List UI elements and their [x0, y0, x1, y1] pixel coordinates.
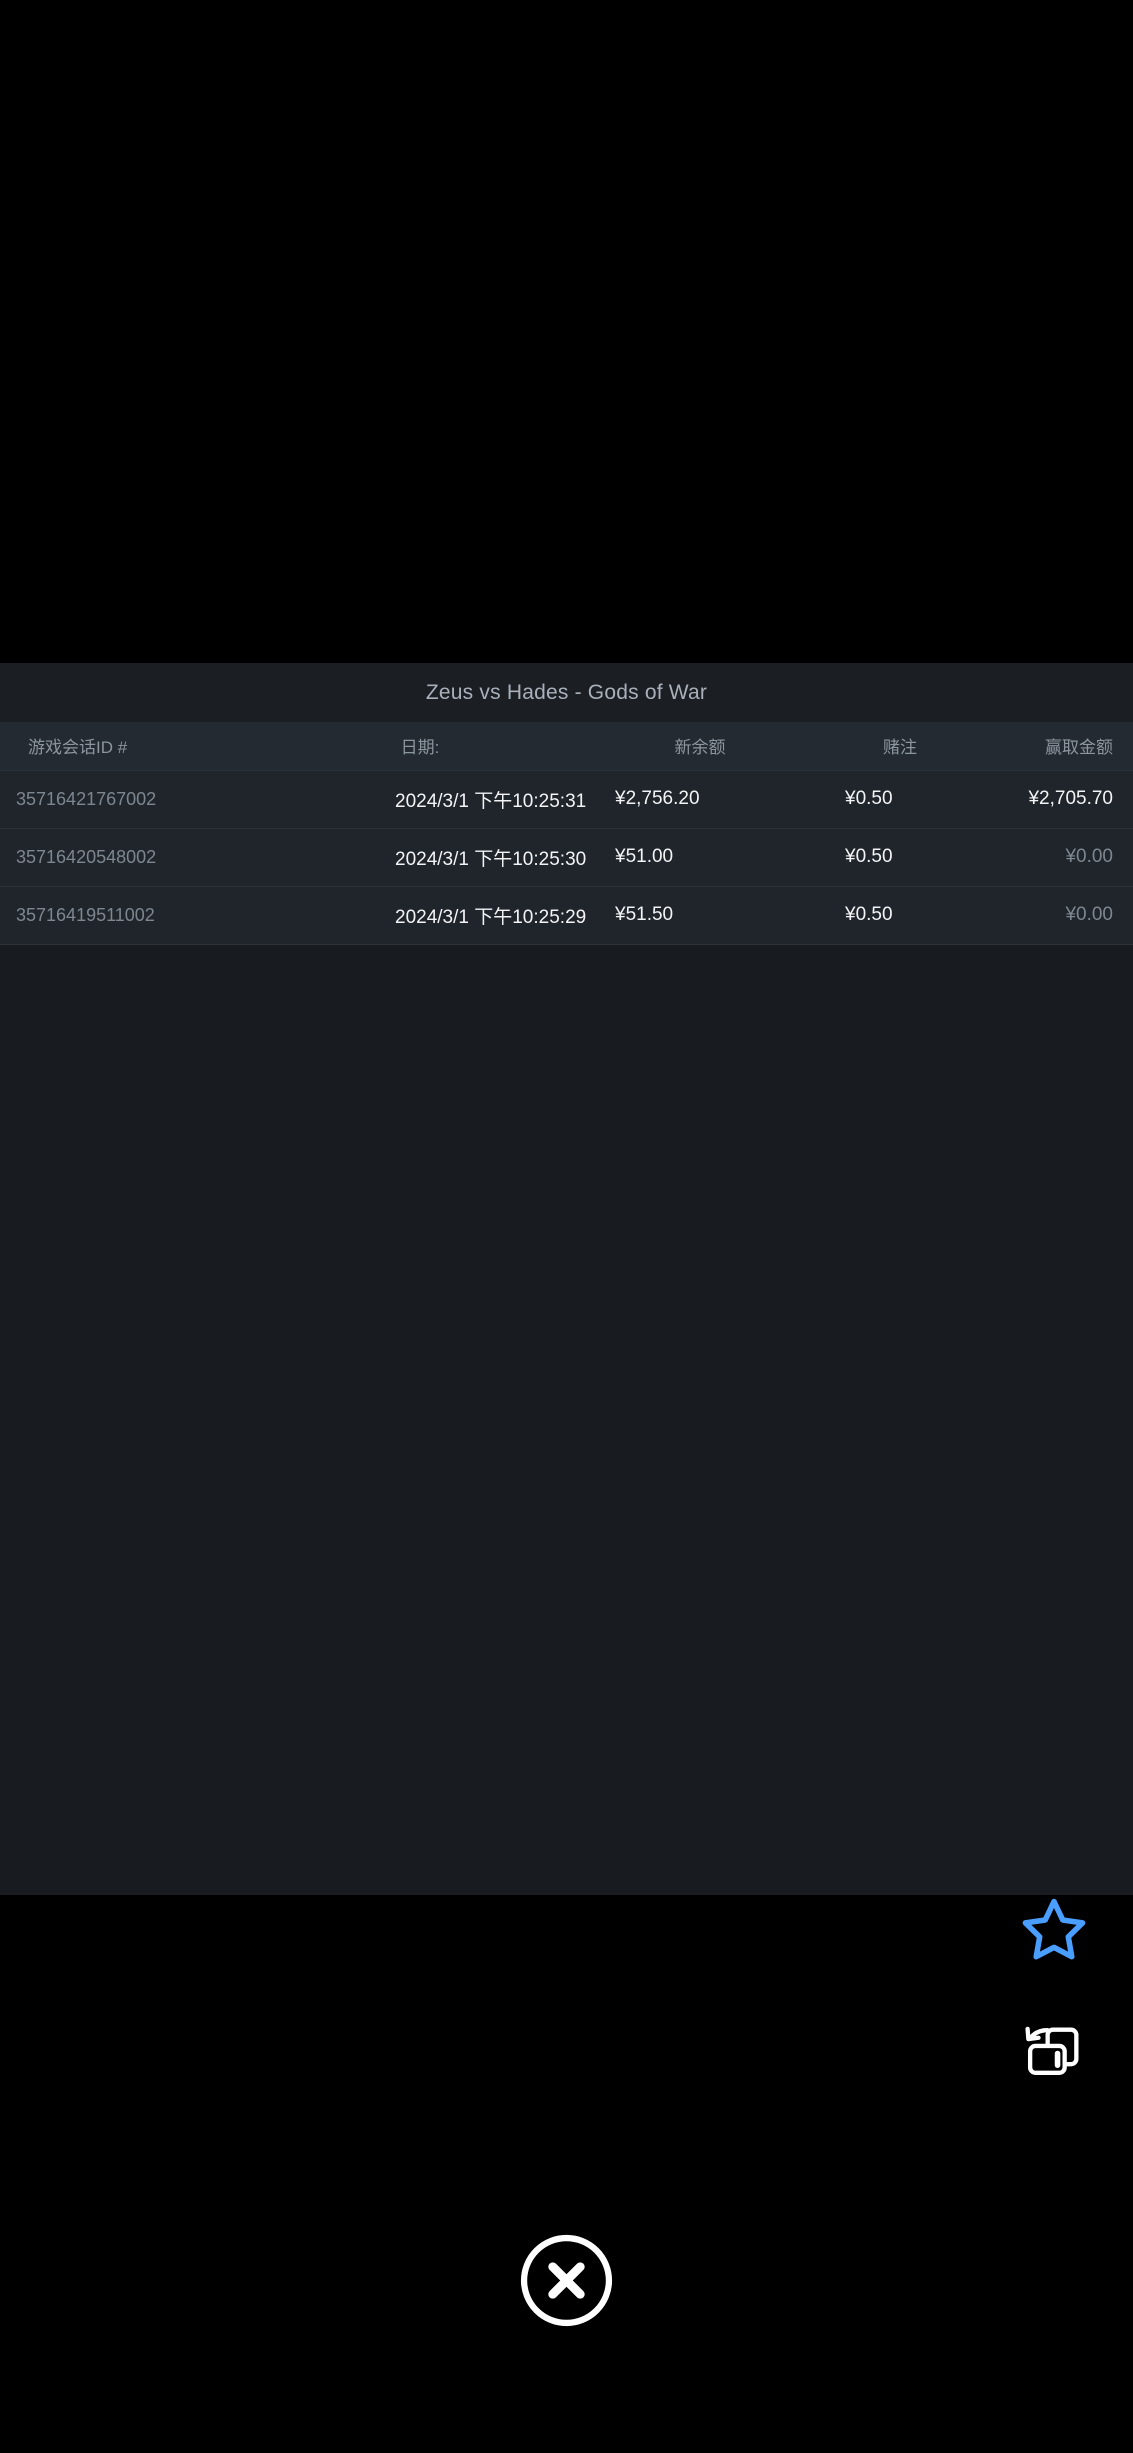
- cell-date: 2024/3/1 下午10:25:30: [260, 828, 586, 886]
- cell-session-id: 35716421767002: [16, 788, 157, 809]
- cell-balance: ¥2,756.20: [580, 770, 820, 828]
- cell-bet-text: ¥0.50: [845, 846, 893, 867]
- cell-win: ¥0.00: [1065, 846, 1113, 867]
- cell-bet-text: ¥0.50: [845, 788, 893, 809]
- table-header-row: 游戏会话ID # 日期: 新余额 赌注 赢取金额: [0, 722, 1133, 770]
- cell-balance-text: ¥51.00: [615, 846, 674, 867]
- star-icon: [1022, 1898, 1086, 1960]
- cell-balance: ¥51.50: [580, 886, 820, 944]
- close-button[interactable]: [487, 2200, 647, 2360]
- game-history-table: 游戏会话ID # 日期: 新余额 赌注 赢取金额 35716421767002 …: [0, 722, 1133, 945]
- panel-titlebar: Zeus vs Hades - Gods of War: [0, 663, 1133, 722]
- column-header-date[interactable]: 日期:: [400, 738, 440, 758]
- game-viewport-area: [0, 0, 1133, 663]
- rotate-screen-button[interactable]: [995, 1993, 1113, 2111]
- table-body: 35716421767002 2024/3/1 下午10:25:31 ¥2,75…: [0, 770, 1133, 944]
- favorite-button[interactable]: [995, 1870, 1113, 1988]
- cell-balance-text: ¥2,756.20: [615, 788, 700, 809]
- table-row[interactable]: 35716419511002 2024/3/1 下午10:25:29 ¥51.5…: [0, 886, 1133, 944]
- cell-session-id: 35716419511002: [16, 904, 155, 925]
- column-header-session-id[interactable]: 游戏会话ID #: [28, 738, 128, 758]
- bottom-toolbar-area: [0, 1895, 1133, 2453]
- cell-balance: ¥51.00: [580, 828, 820, 886]
- cell-session-id: 35716420548002: [16, 846, 157, 867]
- cell-date: 2024/3/1 下午10:25:31: [260, 770, 586, 828]
- cell-win: ¥0.00: [1065, 904, 1113, 925]
- close-circle-icon: [520, 2234, 613, 2326]
- cell-bet: ¥0.50: [820, 770, 980, 828]
- column-header-balance[interactable]: 新余额: [674, 738, 726, 758]
- cell-balance-text: ¥51.50: [615, 904, 674, 925]
- cell-date-text: 2024/3/1 下午10:25:30: [395, 848, 587, 870]
- screen-rotate-icon: [1025, 2026, 1079, 2075]
- cell-bet-text: ¥0.50: [845, 904, 893, 925]
- cell-date: 2024/3/1 下午10:25:29: [260, 886, 586, 944]
- table-row[interactable]: 35716420548002 2024/3/1 下午10:25:30 ¥51.0…: [0, 828, 1133, 886]
- cell-bet: ¥0.50: [820, 886, 980, 944]
- cell-bet: ¥0.50: [820, 828, 980, 886]
- cell-win: ¥2,705.70: [1028, 788, 1113, 809]
- column-header-win[interactable]: 赢取金额: [1045, 738, 1113, 758]
- table-header: 游戏会话ID # 日期: 新余额 赌注 赢取金额: [0, 722, 1133, 770]
- cell-date-text: 2024/3/1 下午10:25:31: [395, 790, 587, 812]
- table-row[interactable]: 35716421767002 2024/3/1 下午10:25:31 ¥2,75…: [0, 770, 1133, 828]
- column-header-bet[interactable]: 赌注: [883, 738, 917, 758]
- page-title: Zeus vs Hades - Gods of War: [425, 680, 708, 704]
- game-history-panel: Zeus vs Hades - Gods of War 游戏会话ID # 日期:…: [0, 663, 1133, 1895]
- cell-date-text: 2024/3/1 下午10:25:29: [395, 906, 587, 928]
